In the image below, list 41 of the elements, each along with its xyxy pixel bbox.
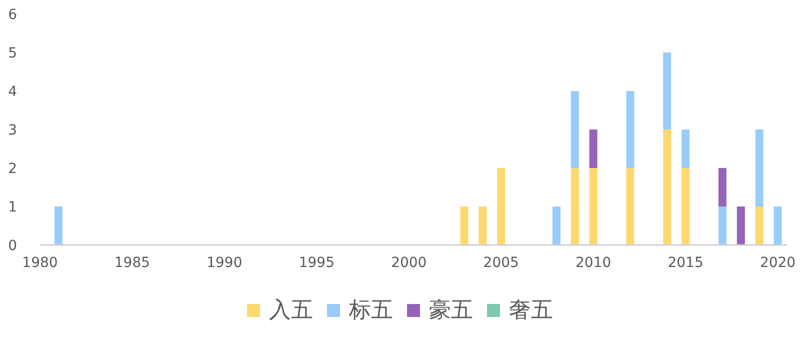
- x-tick-label: 1985: [114, 255, 150, 271]
- x-tick-label: 2020: [760, 255, 796, 271]
- x-tick-label: 1990: [206, 255, 242, 271]
- y-tick-label: 3: [8, 122, 17, 138]
- bar: [663, 130, 672, 245]
- y-tick-label: 5: [8, 46, 17, 62]
- y-tick-label: 2: [8, 161, 17, 177]
- bar: [552, 206, 560, 245]
- bar: [682, 130, 690, 168]
- x-tick-label: 2005: [483, 255, 519, 271]
- bar: [718, 168, 726, 206]
- y-tick-label: 0: [8, 238, 17, 254]
- bar: [736, 206, 745, 245]
- legend-label: 标五: [348, 298, 393, 323]
- bar: [570, 91, 579, 168]
- bar: [589, 130, 598, 168]
- legend-label: 入五: [269, 298, 313, 323]
- bar: [663, 52, 672, 130]
- bar: [682, 168, 690, 245]
- bar: [626, 91, 634, 168]
- bar: [718, 206, 726, 245]
- bar: [570, 168, 579, 245]
- bar: [54, 206, 62, 245]
- bar: [589, 168, 598, 245]
- bar: [626, 168, 634, 245]
- bar: [774, 206, 782, 245]
- x-tick-label: 2010: [576, 255, 612, 271]
- bar: [755, 130, 764, 206]
- y-tick-label: 1: [8, 200, 17, 216]
- x-tick-label: 2015: [668, 255, 704, 271]
- legend-label: 豪五: [429, 298, 473, 323]
- y-tick-label: 6: [8, 7, 18, 23]
- x-tick-label: 1995: [298, 255, 334, 271]
- legend-label: 奢五: [509, 298, 553, 323]
- bar: [755, 206, 764, 245]
- bar: [478, 206, 487, 245]
- bar: [497, 168, 506, 245]
- y-tick-label: 4: [8, 84, 18, 100]
- bar: [460, 206, 468, 245]
- x-tick-label: 1980: [22, 255, 58, 271]
- x-tick-label: 2000: [391, 255, 427, 271]
